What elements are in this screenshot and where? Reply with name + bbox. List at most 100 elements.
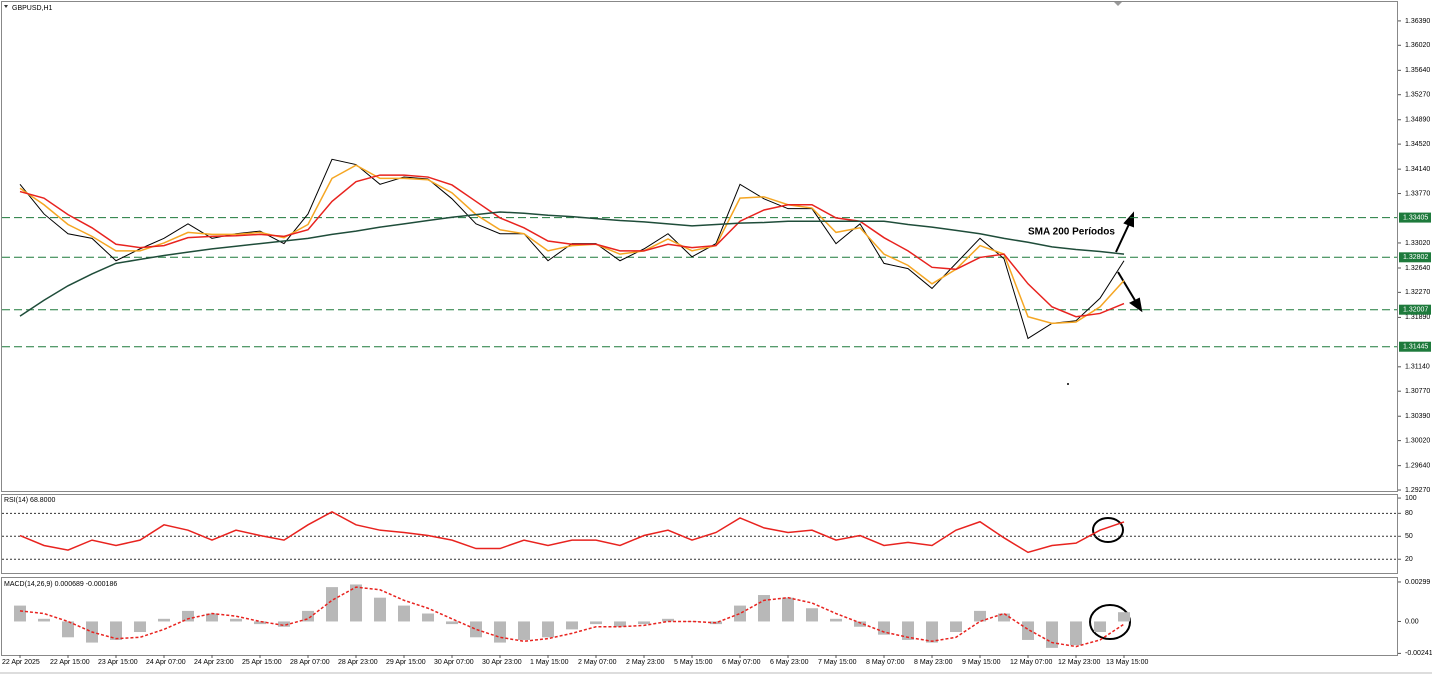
histogram-bar [110, 621, 122, 640]
level-label-box [1399, 304, 1431, 315]
histogram-bar [974, 610, 986, 622]
histogram-bar [998, 613, 1010, 622]
indicator-line [19, 211, 1125, 317]
histogram-bar [254, 621, 266, 625]
x-tick-label: 24 Apr 07:00 [146, 659, 186, 666]
histogram-bar [302, 610, 314, 622]
histogram-bar [422, 613, 434, 622]
highlight-circle [1089, 604, 1131, 640]
level-label: 1.31445 [1403, 344, 1428, 351]
histogram-bar [854, 621, 866, 627]
histogram-bar [590, 621, 602, 625]
level-label-box [1399, 212, 1431, 223]
histogram-bar [902, 621, 914, 640]
histogram-bar [662, 618, 674, 622]
histogram-bar [518, 621, 530, 640]
x-tick-label: 12 May 23:00 [1058, 659, 1101, 666]
x-tick-label: 24 Apr 23:00 [194, 659, 234, 666]
x-tick-label: 8 May 07:00 [866, 659, 905, 666]
price-panel [1, 1, 1398, 492]
level-label-box [1399, 252, 1431, 263]
x-tick-label: 7 May 15:00 [818, 659, 857, 666]
histogram-bar [206, 613, 218, 622]
histogram-bar [278, 621, 290, 627]
macd-title: MACD(14,26,9) 0.000689 -0.000186 [4, 581, 117, 588]
annotation: SMA 200 Períodos [1028, 227, 1115, 238]
y-tick-label: 0.00299 [1405, 579, 1430, 586]
y-tick-label: 1.33020 [1405, 240, 1430, 247]
dot [1067, 383, 1069, 385]
x-tick-label: 2 May 07:00 [578, 659, 617, 666]
y-tick-label: 1.32640 [1405, 265, 1430, 272]
x-tick-label: 23 Apr 15:00 [98, 659, 138, 666]
histogram-bar [638, 621, 650, 625]
arrows [1115, 211, 1143, 313]
shift-marker [1114, 2, 1122, 6]
y-tick-label: 1.30020 [1405, 437, 1430, 444]
histogram-bar [446, 621, 458, 625]
histogram-bar [182, 610, 194, 622]
histogram-bar [686, 621, 698, 622]
x-tick-label: 2 May 23:00 [626, 659, 665, 666]
indicator-line [19, 164, 1125, 325]
rsi-title: RSI(14) 68.8000 [4, 497, 55, 504]
x-tick-label: 5 May 15:00 [674, 659, 713, 666]
histogram-bar [830, 618, 842, 622]
histogram-bar [926, 621, 938, 643]
y-tick-label: 1.31890 [1405, 314, 1430, 321]
y-tick-label: 1.29640 [1405, 462, 1430, 469]
x-tick-label: 25 Apr 15:00 [242, 659, 282, 666]
x-tick-label: 29 Apr 15:00 [386, 659, 426, 666]
y-tick-label: 1.31140 [1405, 364, 1430, 371]
histogram-bar [1070, 621, 1082, 646]
histogram-bar [470, 621, 482, 638]
x-tick-label: 6 May 07:00 [722, 659, 761, 666]
x-tick-label: 22 Apr 15:00 [50, 659, 90, 666]
y-tick-label: 1.29270 [1405, 487, 1430, 494]
y-tick-label: 1.36390 [1405, 18, 1430, 25]
histogram-bar [374, 597, 386, 622]
level-label: 1.33405 [1403, 214, 1428, 221]
macd-panel [1, 577, 1398, 656]
level-label: 1.32802 [1403, 254, 1428, 261]
y-tick-label: -0.002419 [1405, 650, 1432, 657]
histogram-bar [158, 618, 170, 622]
x-tick-label: 1 May 15:00 [530, 659, 569, 666]
dropdown-icon [4, 5, 8, 8]
signal-line [19, 586, 1125, 648]
level-label: 1.32007 [1403, 307, 1428, 314]
x-tick-label: 9 May 15:00 [962, 659, 1001, 666]
histogram-bar [494, 621, 506, 643]
y-tick-label: 1.35640 [1405, 67, 1430, 74]
histogram-bar [134, 621, 146, 633]
histogram-bar [614, 621, 626, 627]
x-tick-label: 28 Apr 07:00 [290, 659, 330, 666]
histogram-bar [1118, 612, 1130, 622]
y-tick-label: 0.00 [1405, 618, 1419, 625]
y-tick-label: 1.34140 [1405, 166, 1430, 173]
y-tick-label: 50 [1405, 533, 1413, 540]
histogram-bar [1022, 621, 1034, 640]
histogram-bar [14, 605, 26, 622]
histogram-bar [950, 621, 962, 633]
histogram-bar [566, 621, 578, 630]
chart-title: GBPUSD,H1 [12, 5, 53, 12]
x-tick-label: 22 Apr 2025 [2, 659, 40, 666]
x-tick-label: 6 May 23:00 [770, 659, 809, 666]
indicator-line [19, 510, 1125, 554]
histogram-bar [782, 597, 794, 622]
y-tick-label: 1.33770 [1405, 190, 1430, 197]
y-tick-label: 1.30770 [1405, 388, 1430, 395]
y-tick-label: 1.36020 [1405, 42, 1430, 49]
x-tick-label: 30 Apr 07:00 [434, 659, 474, 666]
y-tick-label: 1.35270 [1405, 92, 1430, 99]
y-tick-label: 100 [1405, 495, 1417, 502]
level-label-box [1399, 341, 1431, 352]
histogram-bar [326, 587, 338, 622]
histogram-bar [878, 621, 890, 635]
x-tick-label: 30 Apr 23:00 [482, 659, 522, 666]
histogram-bar [62, 621, 74, 638]
histogram-bar [1094, 621, 1106, 633]
